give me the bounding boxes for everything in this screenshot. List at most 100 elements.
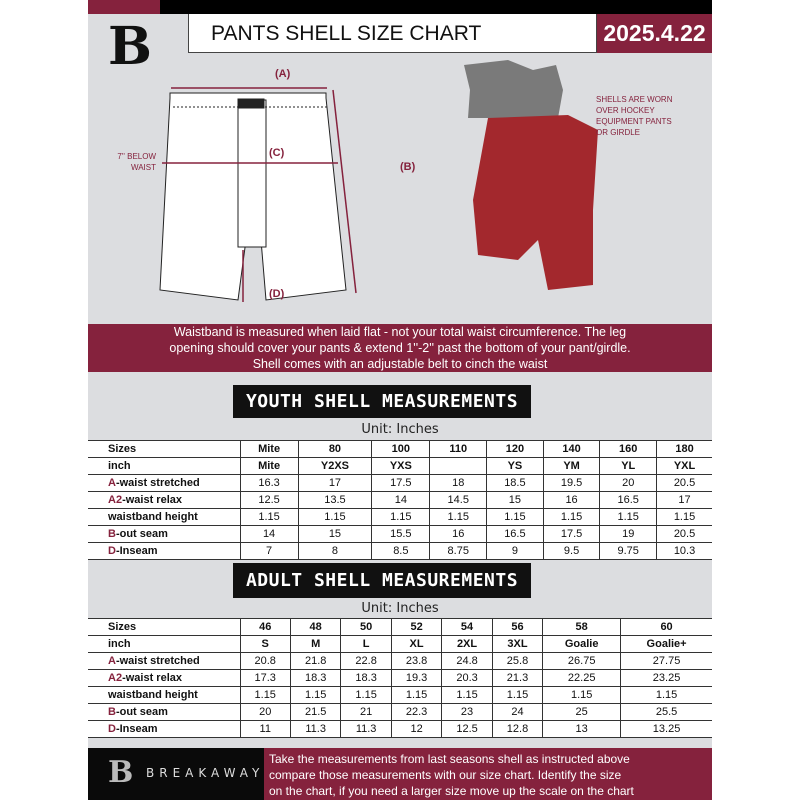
measure-label: inch — [108, 460, 131, 472]
brand-name: BREAKAWAY — [146, 766, 265, 780]
table-cell: 7 — [239, 542, 299, 560]
table-cell: 1.15 — [542, 508, 601, 526]
adult-title: ADULT SHELL MEASUREMENTS — [233, 563, 531, 598]
table-cell: YM — [542, 457, 601, 475]
table-cell: 25.5 — [620, 703, 712, 721]
table-cell: 54 — [441, 618, 493, 636]
table-cell: 16.3 — [239, 474, 299, 492]
row-label: A-waist stretched — [88, 652, 241, 670]
table-cell: 8 — [297, 542, 373, 560]
table-cell: 1.15 — [371, 508, 431, 526]
table-cell: 1.15 — [620, 686, 712, 704]
label-b: (B) — [400, 161, 416, 173]
table-cell: 20.5 — [656, 474, 712, 492]
table-row: B-out seam 20 21.5 21 22.3 23 24 25 25.5 — [88, 703, 712, 721]
table-cell: 11.3 — [340, 720, 392, 738]
youth-title: YOUTH SHELL MEASUREMENTS — [233, 385, 531, 418]
table-cell: 27.75 — [620, 652, 712, 670]
table-cell: 25 — [542, 703, 622, 721]
table-row: A2-waist relax 17.3 18.3 18.3 19.3 20.3 21.3 22… — [88, 669, 712, 687]
adult-size-table: Sizes 46 48 50 52 54 56 58 60 inch S M L XL 2XL 3XL Goal… — [88, 618, 712, 738]
footer-brand: B BREAKAWAY — [88, 748, 264, 800]
table-cell: 15 — [486, 491, 544, 509]
hockey-girdle-photo — [464, 60, 598, 290]
table-cell: 18.5 — [486, 474, 544, 492]
table-cell: 8.5 — [371, 542, 431, 560]
table-cell: 3XL — [491, 635, 544, 653]
table-row: A-waist stretched 20.8 21.8 22.8 23.8 24.8 25.… — [88, 652, 712, 670]
table-cell: 19 — [599, 525, 658, 543]
measure-key: D — [108, 723, 116, 735]
measure-label: waistband height — [108, 689, 198, 701]
measure-label: -out seam — [115, 706, 168, 718]
table-cell: M — [289, 635, 342, 653]
measure-key: B — [108, 706, 116, 718]
table-cell: 17.5 — [371, 474, 431, 492]
measure-label: waistband height — [108, 511, 198, 523]
table-cell: Mite — [239, 440, 299, 458]
measure-label: -waist stretched — [115, 477, 200, 489]
table-cell: 12 — [390, 720, 443, 738]
table-row: A2-waist relax 12.5 13.5 14 14.5 15 16 16.5 17 — [88, 491, 712, 509]
table-cell: 110 — [429, 440, 488, 458]
table-cell: 16 — [542, 491, 601, 509]
measure-key: A2 — [108, 672, 123, 684]
table-cell: 21.5 — [289, 703, 342, 721]
table-cell: YS — [486, 457, 544, 475]
table-cell: 12.8 — [491, 720, 544, 738]
row-label: A-waist stretched — [88, 474, 241, 492]
table-cell: 11 — [239, 720, 291, 738]
table-cell: 1.15 — [491, 686, 544, 704]
table-cell: 25.8 — [491, 652, 544, 670]
table-cell: 17.5 — [542, 525, 601, 543]
table-cell: L — [340, 635, 392, 653]
table-cell: 16.5 — [486, 525, 544, 543]
table-cell: 120 — [486, 440, 544, 458]
table-cell: 1.15 — [390, 686, 443, 704]
top-accent-bar — [88, 0, 160, 14]
table-cell: 20.3 — [441, 669, 493, 687]
brand-logo: B — [108, 16, 152, 77]
table-cell: 18 — [429, 474, 488, 492]
table-row: B-out seam 14 15 15.5 16 16.5 17.5 19 20.5 — [88, 525, 712, 543]
table-cell: 46 — [239, 618, 291, 636]
table-row: Sizes Mite 80 100 110 120 140 160 180 — [88, 440, 712, 458]
footer-instructions: Take the measurements from last seasons … — [264, 748, 712, 800]
table-cell: 14 — [239, 525, 299, 543]
table-cell: 1.15 — [429, 508, 488, 526]
row-label: inch — [88, 635, 241, 653]
table-cell: 1.15 — [486, 508, 544, 526]
table-cell: 14.5 — [429, 491, 488, 509]
table-cell: 1.15 — [599, 508, 658, 526]
table-cell: 20 — [239, 703, 291, 721]
table-cell — [429, 457, 488, 475]
youth-unit: Unit: Inches — [361, 422, 439, 437]
table-cell: 140 — [542, 440, 601, 458]
table-cell: 1.15 — [239, 508, 299, 526]
measure-label: Sizes — [108, 443, 137, 455]
table-cell: 1.15 — [340, 686, 392, 704]
table-cell: 24 — [491, 703, 544, 721]
table-cell: Goalie+ — [620, 635, 712, 653]
table-cell: 58 — [542, 618, 622, 636]
adult-unit: Unit: Inches — [361, 601, 439, 616]
table-cell: YL — [599, 457, 658, 475]
table-cell: 160 — [599, 440, 658, 458]
pants-diagram — [159, 60, 598, 302]
measure-label: -Inseam — [115, 545, 158, 557]
table-cell: 80 — [297, 440, 373, 458]
shell-note: SHELLS ARE WORN OVER HOCKEY EQUIPMENT PAN… — [596, 95, 673, 137]
table-cell: 12.5 — [239, 491, 299, 509]
table-cell: 17 — [297, 474, 373, 492]
table-cell: 17 — [656, 491, 712, 509]
table-row: inch Mite Y2XS YXS YS YM YL YXL — [88, 457, 712, 475]
measure-key: D — [108, 545, 116, 557]
table-cell: 22.8 — [340, 652, 392, 670]
table-cell: XL — [390, 635, 443, 653]
table-cell: 10.3 — [656, 542, 712, 560]
table-cell: 9.75 — [599, 542, 658, 560]
row-label: Sizes — [88, 440, 241, 458]
table-cell: 56 — [491, 618, 544, 636]
measure-label: -out seam — [115, 528, 168, 540]
table-cell: Mite — [239, 457, 299, 475]
